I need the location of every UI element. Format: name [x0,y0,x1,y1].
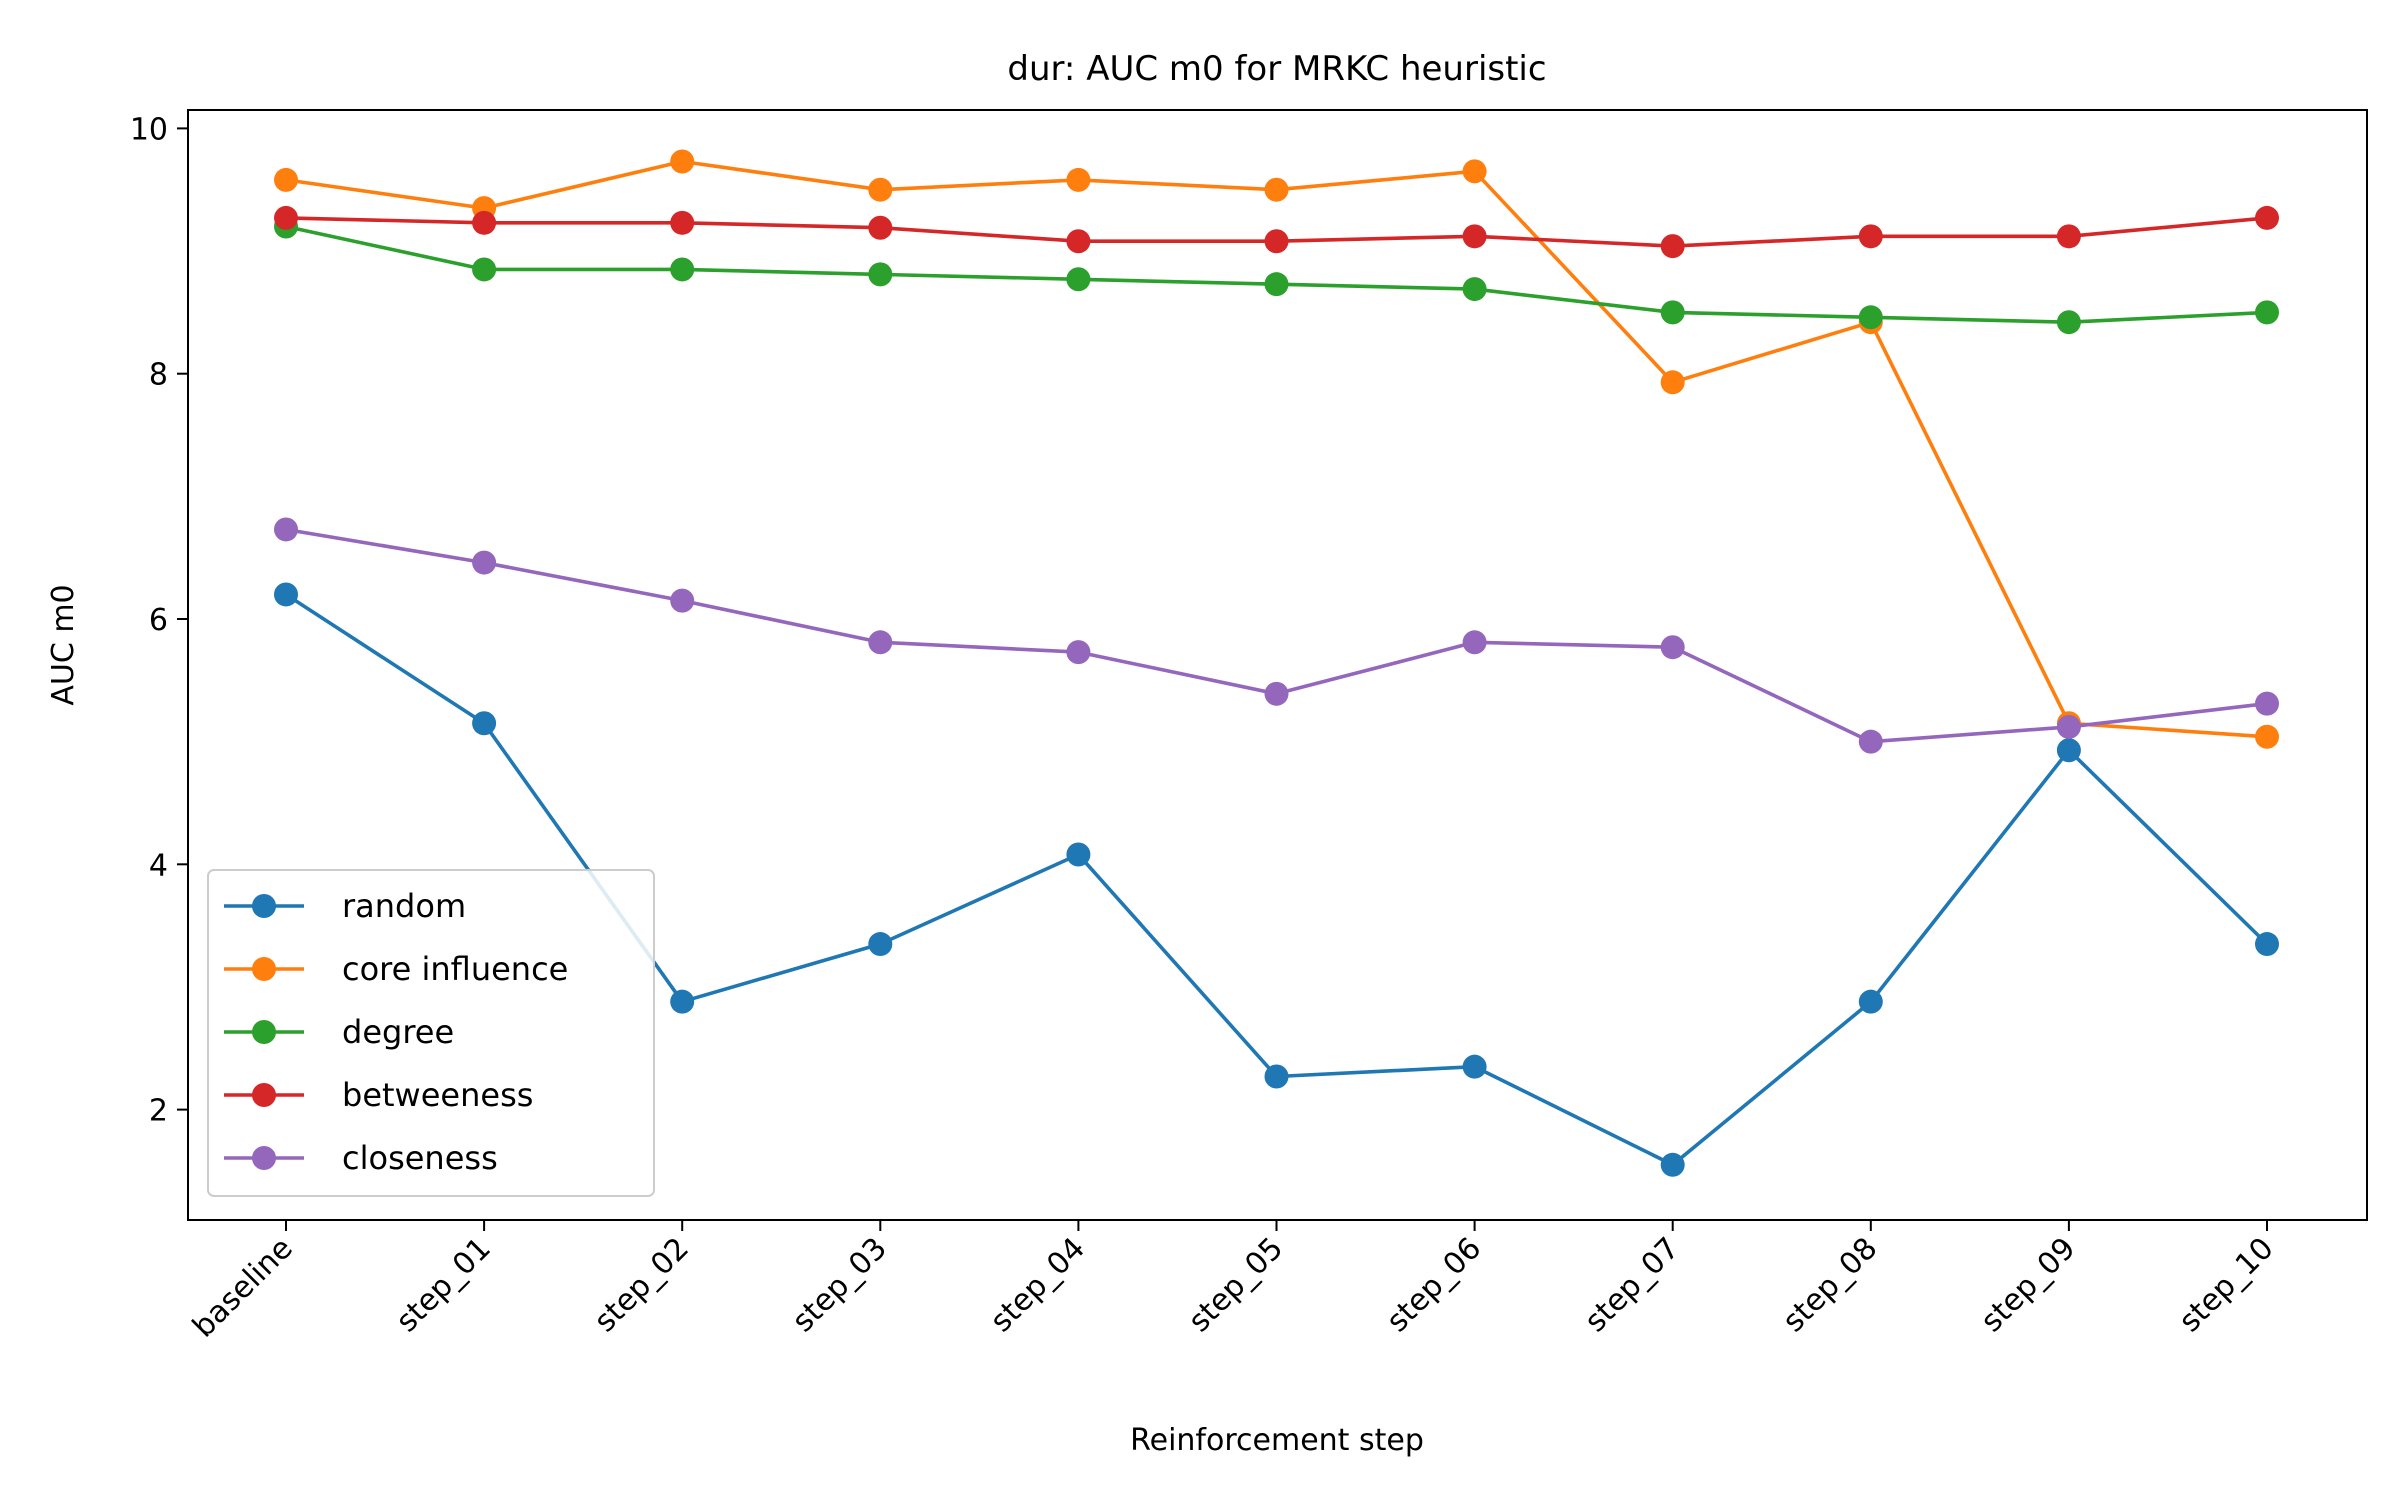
data-point-degree [1264,272,1289,297]
chart-title: dur: AUC m0 for MRKC heuristic [1007,49,1546,89]
data-point-closeness [274,517,298,542]
data-point-core-influence [1066,167,1091,192]
data-point-betweeness [472,210,497,235]
data-point-random [274,582,298,607]
x-tick-label: step_03 [786,1231,894,1339]
data-point-random [2056,738,2081,763]
data-point-core-influence [868,177,893,202]
x-tick-label: step_05 [1182,1231,1290,1339]
data-point-random [868,932,893,957]
y-tick-label: 4 [149,848,168,883]
data-point-closeness [472,550,497,575]
data-point-degree [670,257,695,282]
y-tick-label: 6 [149,603,168,638]
x-tick-label: step_08 [1776,1231,1884,1339]
data-point-closeness [1660,635,1685,660]
data-point-degree [868,262,893,287]
data-point-closeness [670,588,695,613]
y-tick-label: 10 [130,112,168,147]
legend-label-betweeness: betweeness [342,1076,533,1114]
data-point-closeness [1066,640,1091,665]
legend-marker-degree [252,1020,276,1044]
data-point-degree [1462,277,1487,302]
legend-marker-random [252,894,276,918]
data-point-core-influence [1660,370,1685,395]
x-tick-label: step_09 [1974,1231,2082,1339]
x-tick-label: step_06 [1380,1231,1488,1339]
data-point-degree [2056,310,2081,335]
data-point-core-influence [2255,724,2279,749]
data-point-closeness [2056,714,2081,739]
x-tick-label: baseline [186,1231,300,1345]
x-tick-label: step_04 [984,1231,1092,1339]
data-point-core-influence [1462,159,1487,184]
data-point-degree [1858,305,1883,330]
data-point-random [1066,842,1091,867]
data-point-random [1660,1152,1685,1177]
data-point-betweeness [2255,205,2279,230]
data-point-random [1264,1064,1289,1089]
y-axis-label: AUC m0 [46,584,81,705]
x-tick-label: step_07 [1578,1231,1686,1339]
x-tick-label: step_01 [390,1231,498,1339]
data-point-core-influence [274,167,298,192]
data-point-random [1462,1054,1487,1079]
data-point-random [670,989,695,1014]
legend-label-degree: degree [342,1013,454,1051]
data-point-degree [1660,300,1685,325]
data-point-degree [2255,300,2279,325]
data-point-closeness [1858,729,1883,754]
x-axis-label: Reinforcement step [1130,1423,1424,1458]
legend: random core influence degree betweeness clos… [207,869,655,1197]
data-point-betweeness [1858,224,1883,249]
legend-label-random: random [342,887,466,925]
data-point-betweeness [274,205,298,230]
data-point-closeness [2255,691,2279,716]
data-point-random [1858,989,1883,1014]
x-tick-label: step_02 [588,1231,696,1339]
legend-box [207,869,655,1197]
data-point-betweeness [868,215,893,240]
data-point-closeness [868,630,893,655]
data-point-random [2255,932,2279,957]
data-point-betweeness [2056,224,2081,249]
data-point-degree [1066,267,1091,292]
data-point-betweeness [1066,229,1091,254]
data-point-random [472,711,497,736]
legend-label-core-influence: core influence [342,950,568,988]
legend-marker-betweeness [252,1083,276,1107]
legend-marker-closeness [252,1146,276,1170]
data-point-degree [472,257,497,282]
x-tick-label: step_10 [2172,1231,2280,1339]
data-point-betweeness [1462,224,1487,249]
legend-label-closeness: closeness [342,1139,498,1177]
y-tick-label: 8 [149,358,168,393]
data-point-betweeness [1264,229,1289,254]
data-point-core-influence [670,149,695,174]
data-point-betweeness [1660,234,1685,259]
data-point-core-influence [1264,177,1289,202]
legend-marker-core-influence [252,957,276,981]
data-point-betweeness [670,210,695,235]
data-point-closeness [1264,681,1289,706]
y-tick-label: 2 [149,1094,168,1129]
data-point-closeness [1462,630,1487,655]
